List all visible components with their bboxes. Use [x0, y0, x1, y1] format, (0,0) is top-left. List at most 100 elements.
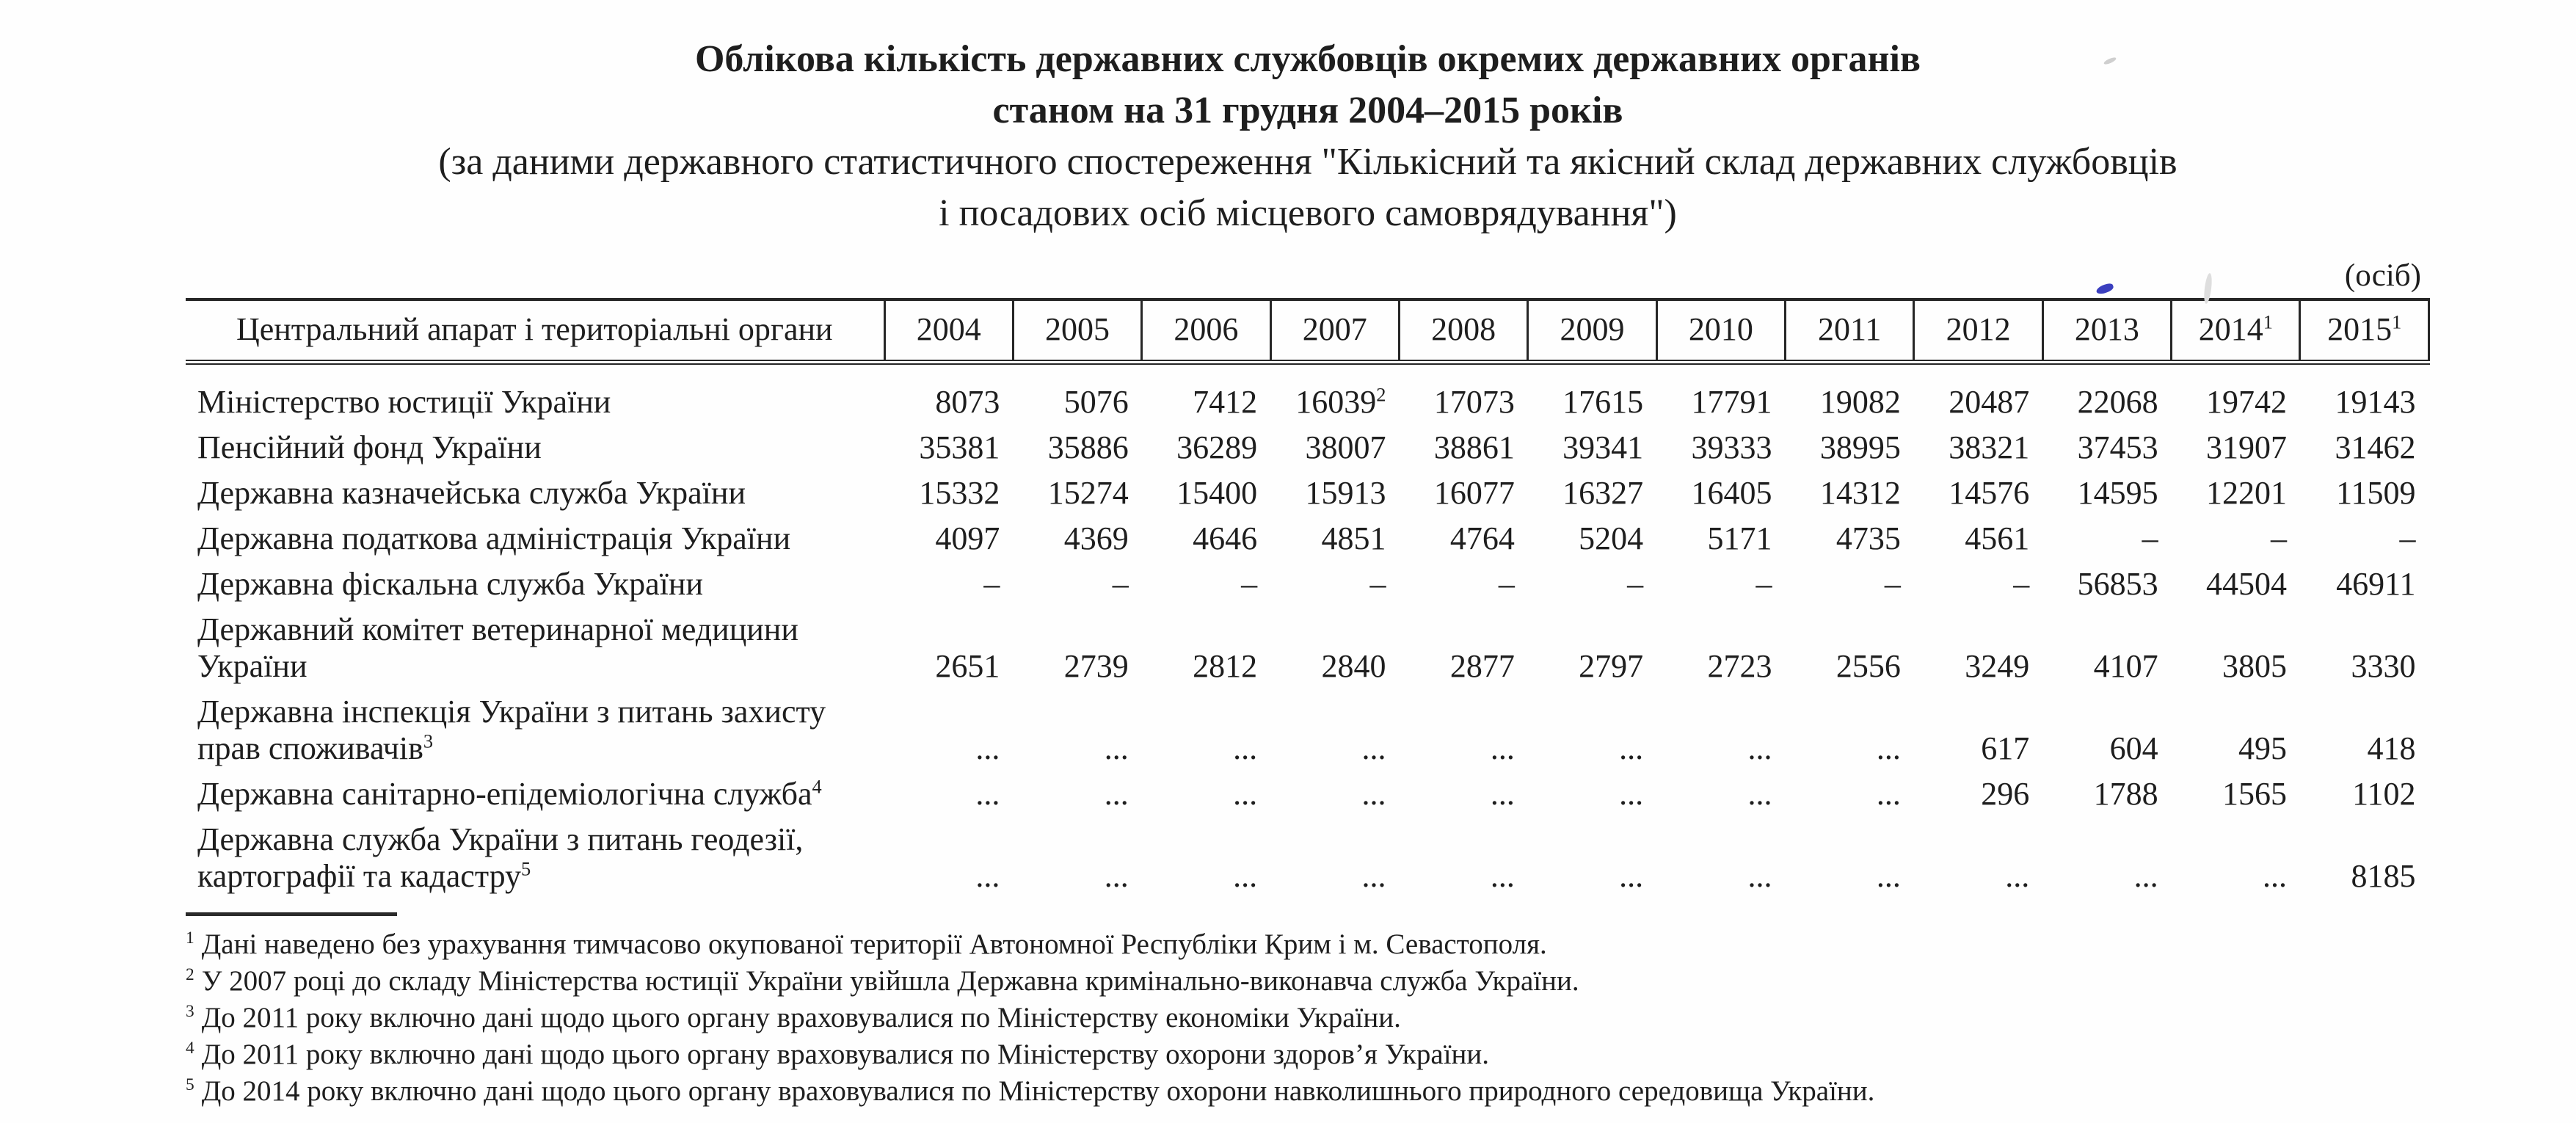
value-cell: –: [2142, 520, 2158, 556]
year-header-2006: 2006: [1140, 299, 1271, 365]
superscript-marker: 3: [423, 730, 434, 752]
value-cell: 5076: [1063, 384, 1129, 420]
org-name-cell: Державний комітет ветеринарної медицини У…: [197, 611, 798, 684]
value-cell: 20487: [1949, 384, 2030, 420]
value-cell: ...: [975, 858, 1000, 894]
year-header-2005: 2005: [1011, 299, 1142, 365]
value-cell: 37453: [2077, 429, 2158, 465]
value-cell: 3805: [2222, 648, 2287, 684]
footnote-marker: 1: [186, 928, 194, 948]
value-cell: –: [2013, 566, 2030, 602]
year-header-2009: 2009: [1527, 299, 1657, 365]
value-cell: ...: [1619, 858, 1644, 894]
value-cell: 4646: [1193, 520, 1258, 556]
value-cell: 12201: [2205, 475, 2287, 511]
org-column-header: Центральний апарат і територіальні орган…: [186, 299, 885, 365]
value-cell: –: [1498, 566, 1515, 602]
table-row-1: Міністерство юстиції України 8073 5076 7412…: [186, 363, 2429, 427]
org-name-cell: Державна служба України з питань геодезі…: [197, 821, 804, 894]
value-cell: 2651: [935, 648, 1000, 684]
value-cell: 36289: [1176, 429, 1258, 465]
value-cell: 31907: [2205, 429, 2287, 465]
value-cell: 5171: [1707, 520, 1772, 556]
value-cell: 2739: [1063, 648, 1129, 684]
year-header-2007: 2007: [1269, 299, 1400, 365]
value-cell: 7412: [1193, 384, 1258, 420]
value-cell: 4107: [2093, 648, 2158, 684]
year-header-2008: 2008: [1397, 299, 1528, 365]
value-cell: ...: [2262, 858, 2287, 894]
table-row-6: Державний комітет ветеринарної медицини У…: [186, 608, 2429, 691]
value-cell: ...: [1747, 730, 1772, 766]
value-cell: ...: [1490, 858, 1515, 894]
org-name-cell: Державна санітарно-епідеміологічна служб…: [197, 775, 822, 812]
value-cell: ...: [1233, 858, 1258, 894]
value-cell: 56853: [2077, 566, 2158, 602]
value-cell: 296: [1981, 776, 2030, 812]
value-cell: 22068: [2077, 384, 2158, 420]
value-cell: 5204: [1579, 520, 1644, 556]
value-cell: 2840: [1321, 648, 1386, 684]
value-cell: ...: [1490, 776, 1515, 812]
value-cell: 15274: [1047, 475, 1129, 511]
value-cell: –: [1112, 566, 1129, 602]
value-cell: 15332: [919, 475, 1000, 511]
value-cell: 1102: [2352, 776, 2416, 812]
year-header-2015: 20151: [2299, 299, 2430, 365]
value-cell: 38861: [1433, 429, 1515, 465]
value-cell: ...: [1233, 730, 1258, 766]
table-row-3: Державна казначейська служба України 1533…: [186, 472, 2429, 517]
value-cell: 39341: [1562, 429, 1644, 465]
value-cell: 17615: [1562, 384, 1644, 420]
value-cell: ...: [1361, 776, 1386, 812]
value-cell: ...: [975, 730, 1000, 766]
value-cell: 14576: [1949, 475, 2030, 511]
value-cell: 44504: [2205, 566, 2287, 602]
superscript-marker: 5: [521, 857, 531, 880]
org-name-cell: Міністерство юстиції України: [197, 384, 611, 420]
table-row-2: Пенсійний фонд України 35381 35886 36289 380…: [186, 426, 2429, 472]
value-cell: ...: [1876, 858, 1901, 894]
value-cell: 15400: [1176, 475, 1258, 511]
document-subtitle-line1: (за даними державного статистичного спос…: [438, 141, 2177, 183]
year-header-2012: 2012: [1913, 299, 2043, 365]
superscript-marker: 1: [2263, 310, 2273, 333]
value-cell: ...: [1747, 858, 1772, 894]
value-cell: 617: [1981, 730, 2030, 766]
org-name-cell: Державна казначейська служба України: [197, 475, 746, 511]
value-cell: ...: [2133, 858, 2158, 894]
value-cell: ...: [1104, 730, 1129, 766]
value-cell: 1565: [2222, 776, 2287, 812]
value-cell: –: [1241, 566, 1258, 602]
unit-label: (осіб): [2344, 258, 2421, 293]
value-cell: ...: [1104, 776, 1129, 812]
superscript-marker: 1: [2392, 310, 2402, 333]
value-cell: ...: [2005, 858, 2030, 894]
document-title-block: Облікова кількість державних службовців …: [186, 0, 2430, 239]
value-cell: ...: [1104, 858, 1129, 894]
footnote-marker: 3: [186, 1002, 194, 1021]
year-header-2010: 2010: [1655, 299, 1786, 365]
value-cell: 4851: [1321, 520, 1386, 556]
value-cell: ...: [1619, 730, 1644, 766]
value-cell: 3330: [2351, 648, 2416, 684]
year-header-2011: 2011: [1784, 299, 1914, 365]
value-cell: 17073: [1433, 384, 1515, 420]
footnote-separator: [186, 912, 397, 916]
footnote-marker: 2: [186, 965, 194, 984]
value-cell: 19742: [2205, 384, 2287, 420]
value-cell: 1788: [2093, 776, 2158, 812]
footnote-5: 5 До 2014 року включно дані щодо цього ор…: [186, 1075, 1875, 1107]
value-cell: 19143: [2335, 384, 2416, 420]
document-title-line1: Облікова кількість державних службовців …: [694, 38, 1921, 80]
footnotes-block: 1 Дані наведено без урахування тимчасово …: [186, 926, 2430, 1110]
value-cell: 14312: [1819, 475, 1901, 511]
table-row-9: Державна служба України з питань геодезі…: [186, 818, 2429, 901]
value-cell: 16077: [1433, 475, 1515, 511]
value-cell: 2812: [1193, 648, 1258, 684]
value-cell: 31462: [2335, 429, 2416, 465]
value-cell: ...: [1490, 730, 1515, 766]
value-cell: 38995: [1819, 429, 1901, 465]
value-cell: 35381: [919, 429, 1000, 465]
superscript-marker: 4: [812, 775, 822, 798]
